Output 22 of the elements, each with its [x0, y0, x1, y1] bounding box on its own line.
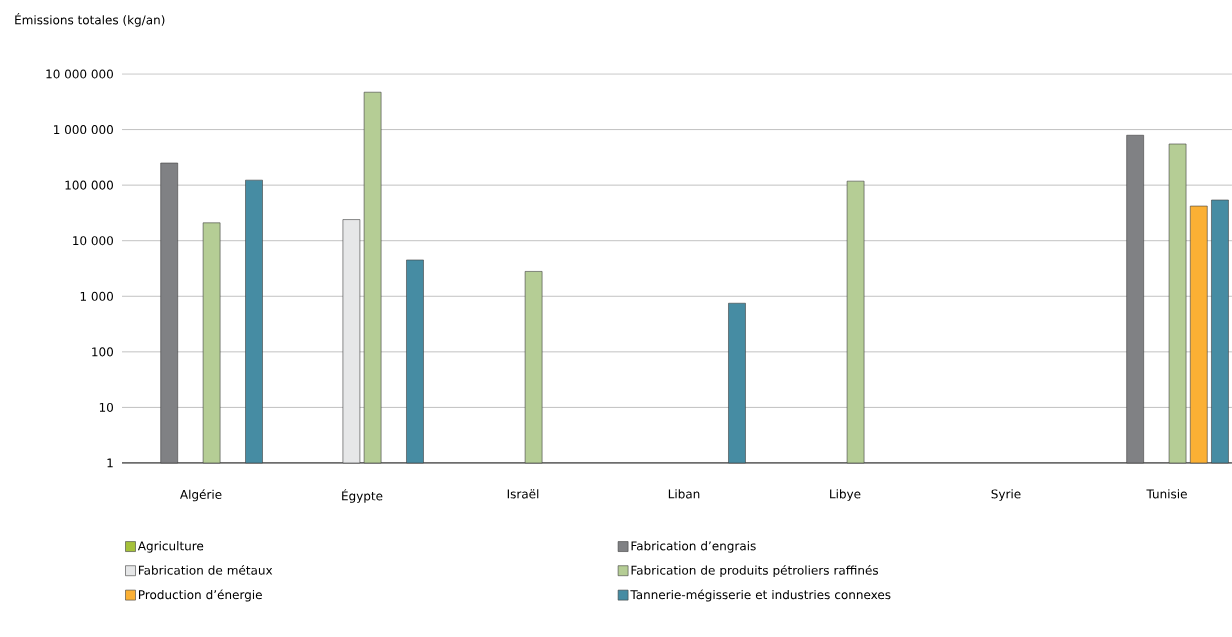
x-tick-label: Israël	[507, 489, 539, 499]
y-tick-label: 100 000	[65, 180, 113, 190]
y-tick-label: 10 000	[73, 236, 113, 246]
x-tick-label: Liban	[668, 489, 700, 499]
y-tick-label: 1	[107, 458, 113, 468]
x-tick-label: Tunisie	[1146, 489, 1187, 499]
legend-label: Fabrication d’engrais	[631, 541, 756, 553]
y-tick-label: 10 000 000	[46, 69, 113, 79]
y-axis-title: Émissions totales (kg/an)	[15, 13, 165, 27]
legend-label: Production d’énergie	[138, 589, 262, 602]
y-tick-label: 100	[92, 347, 114, 357]
x-tick-label: Syrie	[991, 489, 1021, 501]
y-tick-label: 1 000 000	[54, 125, 113, 135]
legend-label: Fabrication de métaux	[138, 565, 273, 575]
x-tick-label: Libye	[830, 489, 861, 501]
legend-label: Agriculture	[137, 541, 204, 553]
x-tick-label: Algérie	[180, 489, 222, 502]
legend-label: Fabrication de produits pétroliers raffinés	[631, 565, 879, 578]
y-tick-label: 1 000	[80, 291, 113, 301]
x-tick-label: Égypte	[342, 489, 383, 503]
legend-label: Tannerie-mégisserie et industries connexes	[630, 589, 891, 602]
y-tick-label: 10	[99, 402, 114, 412]
